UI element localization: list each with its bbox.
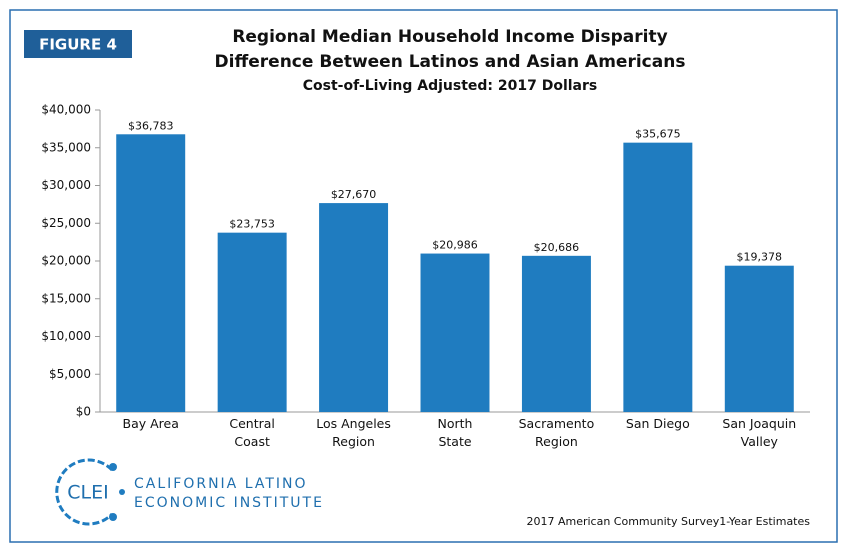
y-tick-label: $10,000 xyxy=(41,329,91,343)
value-label: $27,670 xyxy=(331,188,377,201)
y-tick-label: $15,000 xyxy=(41,291,91,305)
logo-acronym: CLEI xyxy=(67,482,108,504)
figure-badge xyxy=(24,30,132,58)
y-tick-label: $40,000 xyxy=(41,103,91,117)
bar xyxy=(623,142,693,412)
logo-ring xyxy=(55,458,114,526)
y-tick-label: $25,000 xyxy=(41,216,91,230)
value-label: $20,986 xyxy=(432,239,478,252)
logo: CLEI CALIFORNIA LATINO ECONOMIC INSTITUT… xyxy=(55,458,324,526)
logo-dot xyxy=(109,513,117,521)
y-tick-label: $20,000 xyxy=(41,254,91,268)
x-tick-label: Sacramento Region xyxy=(519,416,595,449)
y-tick-label: $30,000 xyxy=(41,178,91,192)
logo-dot xyxy=(109,463,117,471)
bar xyxy=(319,203,389,412)
y-tick-label: $5,000 xyxy=(49,367,91,381)
x-tick-label: San Diego xyxy=(626,416,690,431)
bar xyxy=(724,265,794,412)
value-label: $19,378 xyxy=(737,251,783,264)
y-tick-label: $0 xyxy=(76,405,91,419)
y-tick-label: $35,000 xyxy=(41,140,91,154)
value-label: $36,783 xyxy=(128,119,174,132)
logo-dot xyxy=(119,489,125,495)
logo-name: ECONOMIC INSTITUTE xyxy=(134,495,324,511)
chart-subtitle: Cost-of-Living Adjusted: 2017 Dollars xyxy=(303,78,598,94)
figure-label: FIGURE 4 xyxy=(39,36,117,54)
source-note: 2017 American Community Survey1-Year Est… xyxy=(526,515,810,528)
value-label: $35,675 xyxy=(635,128,681,141)
x-tick-label: Los Angeles Region xyxy=(316,416,391,449)
x-tick-label: San Joaquin Valley xyxy=(722,416,796,449)
x-tick-label: Bay Area xyxy=(123,416,179,431)
bar xyxy=(217,232,287,412)
value-label: $23,753 xyxy=(229,218,275,231)
bar xyxy=(521,255,591,412)
chart-subtitle: Difference Between Latinos and Asian Ame… xyxy=(215,52,686,72)
bar xyxy=(116,134,186,413)
x-tick-label: North State xyxy=(438,416,473,449)
value-label: $20,686 xyxy=(534,241,580,254)
x-tick-label: Central Coast xyxy=(229,416,275,449)
chart-title: Regional Median Household Income Dispari… xyxy=(232,27,667,47)
bar xyxy=(420,253,490,412)
logo-name: CALIFORNIA LATINO xyxy=(134,476,308,492)
